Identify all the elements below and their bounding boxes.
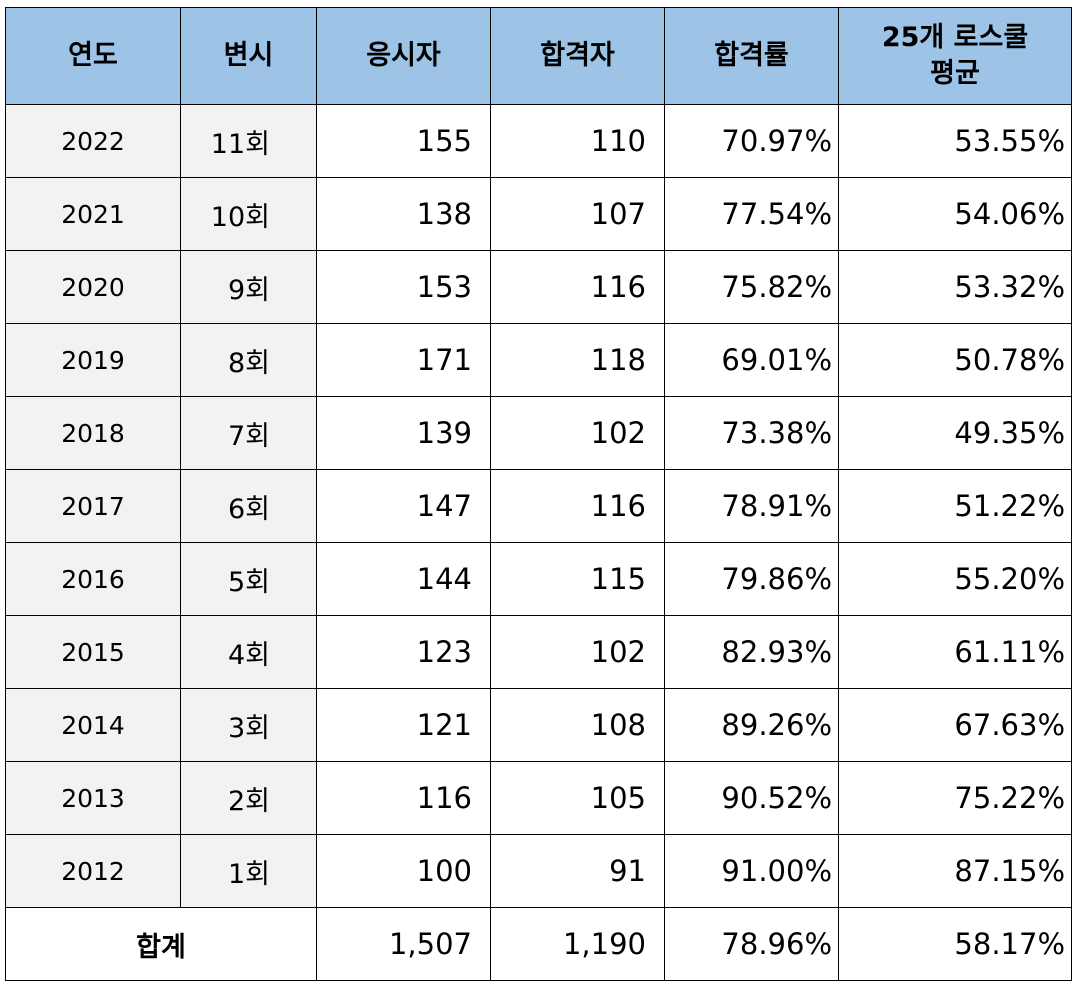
cell-applicants: 123 (316, 615, 491, 689)
cell-year: 2021 (5, 177, 181, 251)
total-pass-rate: 78.96% (664, 907, 839, 981)
cell-pass-rate: 77.54% (664, 177, 839, 251)
table-row: 2017 6회 147 116 78.91% 51.22% (5, 469, 1072, 543)
cell-pass-rate: 89.26% (664, 688, 839, 762)
cell-school-average: 61.11% (838, 615, 1072, 689)
cell-year: 2020 (5, 250, 181, 324)
cell-pass-rate: 69.01% (664, 323, 839, 397)
header-pass-rate: 합격률 (664, 7, 839, 105)
table-row: 2019 8회 171 118 69.01% 50.78% (5, 323, 1072, 397)
cell-year: 2019 (5, 323, 181, 397)
cell-passers: 105 (490, 761, 665, 835)
cell-pass-rate: 75.82% (664, 250, 839, 324)
cell-applicants: 116 (316, 761, 491, 835)
cell-pass-rate: 90.52% (664, 761, 839, 835)
table-row: 2018 7회 139 102 73.38% 49.35% (5, 396, 1072, 470)
cell-passers: 102 (490, 615, 665, 689)
cell-year: 2017 (5, 469, 181, 543)
cell-bar-exam-round: 8회 (180, 323, 317, 397)
bar-exam-results-table: 연도 변시 응시자 합격자 합격률 25개 로스쿨 평균 2022 11회 155 1… (5, 7, 1072, 981)
cell-passers: 91 (490, 834, 665, 908)
header-row: 연도 변시 응시자 합격자 합격률 25개 로스쿨 평균 (5, 7, 1072, 105)
cell-applicants: 153 (316, 250, 491, 324)
table-row: 2021 10회 138 107 77.54% 54.06% (5, 177, 1072, 251)
cell-pass-rate: 82.93% (664, 615, 839, 689)
cell-year: 2016 (5, 542, 181, 616)
cell-applicants: 139 (316, 396, 491, 470)
cell-applicants: 171 (316, 323, 491, 397)
cell-year: 2018 (5, 396, 181, 470)
cell-applicants: 138 (316, 177, 491, 251)
table-row: 2020 9회 153 116 75.82% 53.32% (5, 250, 1072, 324)
cell-year: 2013 (5, 761, 181, 835)
cell-year: 2022 (5, 104, 181, 178)
table-row: 2015 4회 123 102 82.93% 61.11% (5, 615, 1072, 689)
cell-year: 2015 (5, 615, 181, 689)
cell-school-average: 50.78% (838, 323, 1072, 397)
cell-bar-exam-round: 10회 (180, 177, 317, 251)
cell-bar-exam-round: 11회 (180, 104, 317, 178)
total-label: 합계 (5, 907, 317, 981)
cell-passers: 116 (490, 250, 665, 324)
cell-pass-rate: 73.38% (664, 396, 839, 470)
cell-applicants: 144 (316, 542, 491, 616)
cell-applicants: 155 (316, 104, 491, 178)
cell-school-average: 51.22% (838, 469, 1072, 543)
header-bar-exam: 변시 (180, 7, 317, 105)
cell-school-average: 53.32% (838, 250, 1072, 324)
cell-bar-exam-round: 6회 (180, 469, 317, 543)
cell-passers: 110 (490, 104, 665, 178)
cell-pass-rate: 70.97% (664, 104, 839, 178)
table-row: 2013 2회 116 105 90.52% 75.22% (5, 761, 1072, 835)
cell-bar-exam-round: 2회 (180, 761, 317, 835)
table-row: 2014 3회 121 108 89.26% 67.63% (5, 688, 1072, 762)
cell-passers: 118 (490, 323, 665, 397)
cell-school-average: 67.63% (838, 688, 1072, 762)
cell-school-average: 87.15% (838, 834, 1072, 908)
total-row: 합계 1,507 1,190 78.96% 58.17% (5, 907, 1072, 981)
cell-passers: 102 (490, 396, 665, 470)
cell-pass-rate: 78.91% (664, 469, 839, 543)
cell-year: 2014 (5, 688, 181, 762)
cell-bar-exam-round: 9회 (180, 250, 317, 324)
cell-bar-exam-round: 7회 (180, 396, 317, 470)
header-school-average: 25개 로스쿨 평균 (838, 7, 1072, 105)
cell-bar-exam-round: 5회 (180, 542, 317, 616)
total-average: 58.17% (838, 907, 1072, 981)
header-year: 연도 (5, 7, 181, 105)
cell-year: 2012 (5, 834, 181, 908)
cell-pass-rate: 91.00% (664, 834, 839, 908)
header-passers: 합격자 (490, 7, 665, 105)
cell-pass-rate: 79.86% (664, 542, 839, 616)
cell-applicants: 147 (316, 469, 491, 543)
cell-bar-exam-round: 1회 (180, 834, 317, 908)
cell-school-average: 49.35% (838, 396, 1072, 470)
cell-passers: 116 (490, 469, 665, 543)
cell-applicants: 100 (316, 834, 491, 908)
cell-passers: 107 (490, 177, 665, 251)
total-passers: 1,190 (490, 907, 665, 981)
cell-passers: 115 (490, 542, 665, 616)
header-school-average-line2: 평균 (930, 58, 980, 89)
cell-bar-exam-round: 4회 (180, 615, 317, 689)
cell-bar-exam-round: 3회 (180, 688, 317, 762)
cell-school-average: 54.06% (838, 177, 1072, 251)
table-row: 2022 11회 155 110 70.97% 53.55% (5, 104, 1072, 178)
cell-school-average: 55.20% (838, 542, 1072, 616)
cell-passers: 108 (490, 688, 665, 762)
header-school-average-line1: 25개 로스쿨 (881, 21, 1029, 53)
table-row: 2012 1회 100 91 91.00% 87.15% (5, 834, 1072, 908)
total-applicants: 1,507 (316, 907, 491, 981)
cell-applicants: 121 (316, 688, 491, 762)
cell-school-average: 75.22% (838, 761, 1072, 835)
table-row: 2016 5회 144 115 79.86% 55.20% (5, 542, 1072, 616)
header-applicants: 응시자 (316, 7, 491, 105)
cell-school-average: 53.55% (838, 104, 1072, 178)
